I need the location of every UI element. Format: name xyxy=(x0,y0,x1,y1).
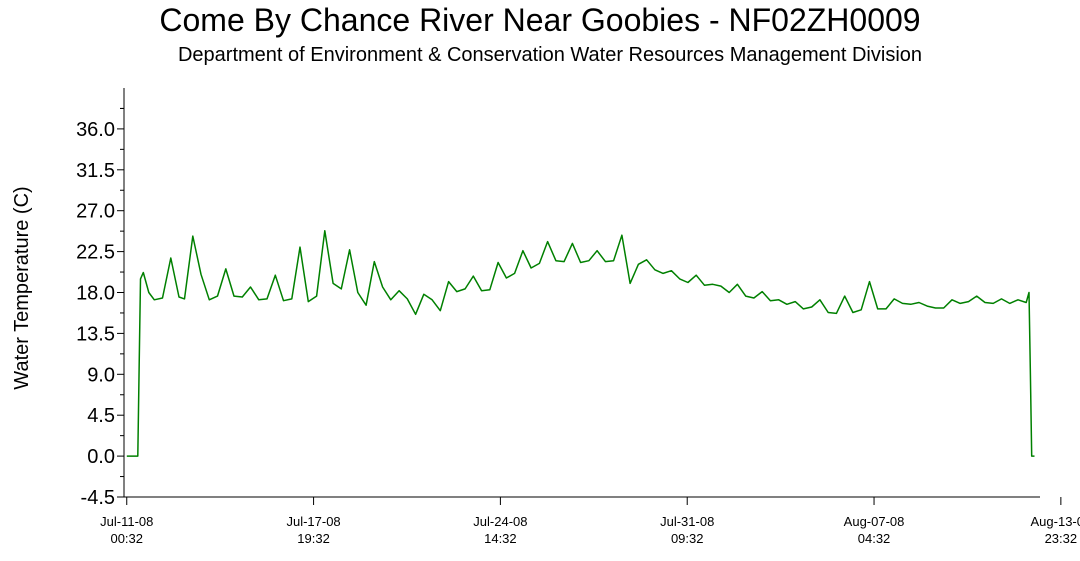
chart-title: Come By Chance River Near Goobies - NF02… xyxy=(159,2,921,38)
x-tick-date: Jul-17-08 xyxy=(286,514,340,529)
y-tick-label: 0.0 xyxy=(87,446,115,468)
x-tick-time: 23:32 xyxy=(1045,531,1078,546)
y-tick-label: 18.0 xyxy=(76,283,115,305)
y-tick-label: 4.5 xyxy=(87,405,115,427)
x-tick-date: Aug-07-08 xyxy=(844,514,905,529)
y-axis-label: Water Temperature (C) xyxy=(11,186,33,389)
x-tick-time: 19:32 xyxy=(297,531,330,546)
x-ticks: Jul-11-08 00:32 Jul-17-08 19:32 Jul-24-08 14:… xyxy=(100,497,1080,546)
y-tick-label: 31.5 xyxy=(76,160,115,182)
chart-subtitle: Department of Environment & Conservation… xyxy=(177,44,923,66)
series-group xyxy=(126,229,1035,457)
y-ticks: -4.5 0.0 4.5 9.0 13.5 18.0 22.5 27.0 31.5 36.0 xyxy=(76,107,124,509)
x-tick-time: 14:32 xyxy=(484,531,517,546)
x-tick-date: Jul-11-08 xyxy=(100,514,153,529)
y-tick-label: -4.5 xyxy=(81,487,115,509)
y-tick-label: 27.0 xyxy=(76,201,115,223)
x-tick-time: 09:32 xyxy=(671,531,704,546)
y-tick-label: 22.5 xyxy=(76,242,115,264)
x-tick-date: Aug-13-08 xyxy=(1031,514,1080,529)
x-tick-time: 00:32 xyxy=(110,531,143,546)
series-line xyxy=(126,229,1035,457)
x-tick-time: 04:32 xyxy=(858,531,891,546)
x-tick-date: Jul-24-08 xyxy=(473,514,527,529)
y-tick-label: 36.0 xyxy=(76,119,115,141)
x-tick-date: Jul-31-08 xyxy=(660,514,714,529)
y-tick-label: 9.0 xyxy=(87,364,115,386)
axes-group xyxy=(123,88,1040,498)
y-tick-label: 13.5 xyxy=(76,323,115,345)
